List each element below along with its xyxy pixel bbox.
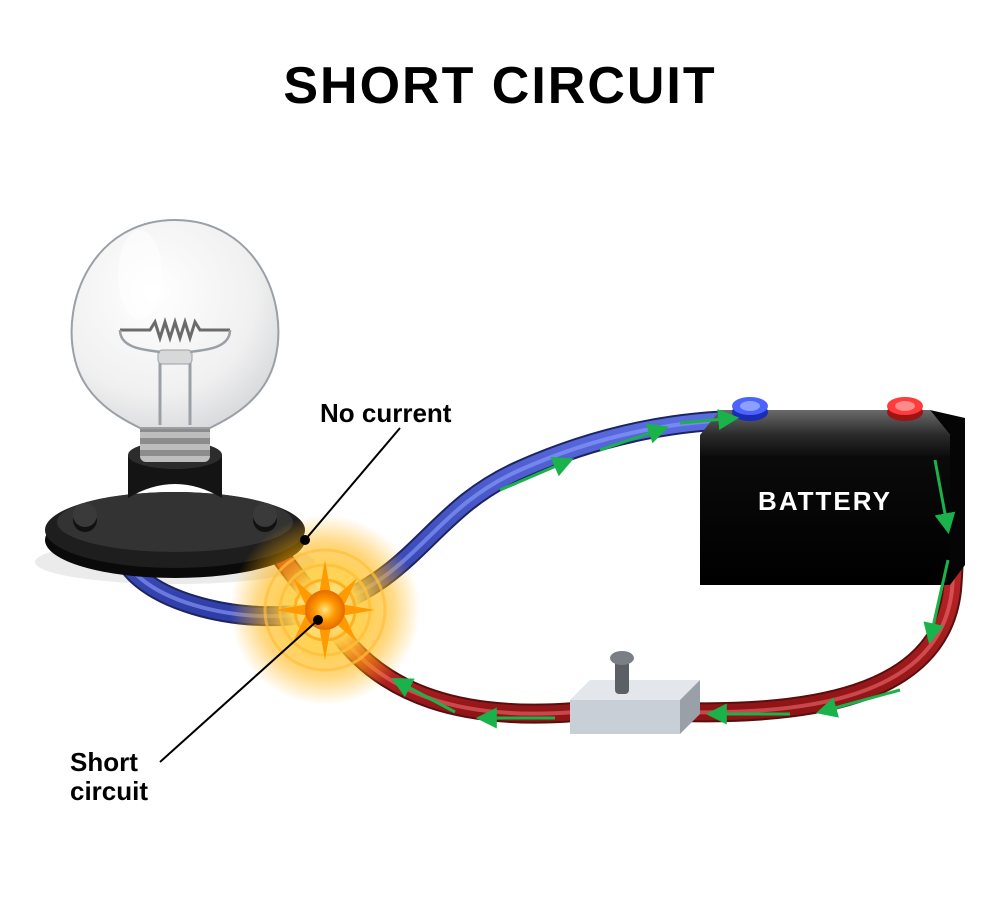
diagram-title: SHORT CIRCUIT bbox=[0, 56, 1000, 116]
diagram-svg: BATTERY bbox=[0, 0, 1000, 899]
light-bulb bbox=[45, 220, 305, 578]
switch bbox=[570, 651, 700, 734]
label-short-circuit: Short circuit bbox=[70, 748, 148, 805]
battery: BATTERY bbox=[700, 397, 965, 585]
diagram-stage: SHORT CIRCUIT bbox=[0, 0, 1000, 899]
label-no-current: No current bbox=[320, 398, 451, 429]
short-circuit-spark bbox=[230, 515, 420, 705]
battery-label: BATTERY bbox=[758, 486, 892, 516]
